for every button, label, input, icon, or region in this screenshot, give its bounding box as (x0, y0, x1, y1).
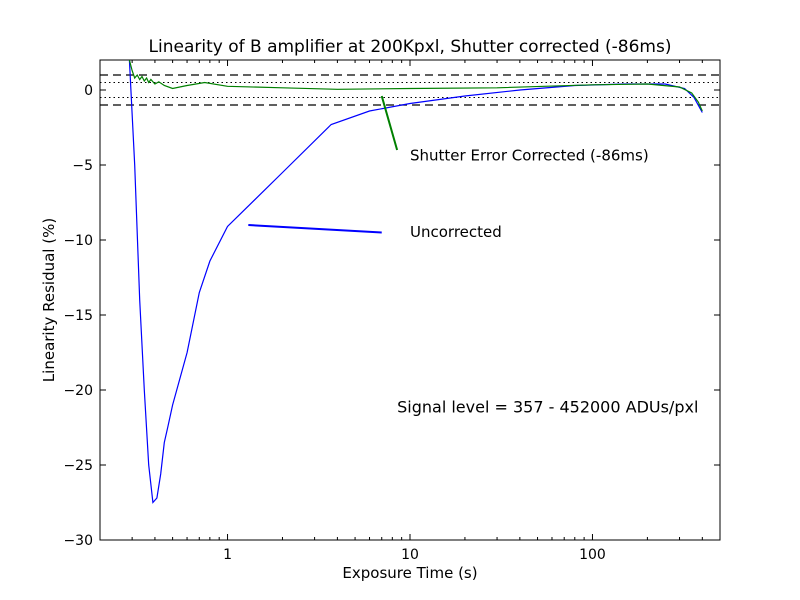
annotation-arrow (248, 224, 382, 234)
plot-area: 0 −5 −10 −15 −20 −25 −30 1 10 100 Uncorrected Shutt… (63, 59, 721, 563)
annotation-arrow (380, 95, 399, 151)
y-tick-label: −25 (63, 458, 93, 474)
plot-frame (99, 59, 721, 541)
x-tick-label: 1 (223, 547, 232, 563)
annotation-label: Signal level = 357 - 452000 ADUs/pxl (397, 398, 698, 417)
y-tick-label: −30 (63, 533, 93, 549)
series-line-shutter-corrected (128, 60, 703, 112)
y-tick-label: −20 (63, 383, 93, 399)
y-tick-label: 0 (84, 83, 93, 99)
chart-title: Linearity of B amplifier at 200Kpxl, Shu… (149, 37, 672, 57)
y-tick-label: −10 (63, 233, 93, 249)
annotation-label: Shutter Error Corrected (-86ms) (410, 147, 649, 165)
y-tick-label: −5 (72, 158, 93, 174)
y-tick-label: −15 (63, 308, 93, 324)
x-tick-label: 10 (401, 547, 419, 563)
x-axis-label: Exposure Time (s) (342, 564, 477, 582)
annotation-label: Uncorrected (410, 223, 502, 241)
x-tick-label: 100 (579, 547, 606, 563)
series-line-uncorrected (128, 60, 703, 504)
y-axis-label: Linearity Residual (%) (40, 218, 58, 382)
